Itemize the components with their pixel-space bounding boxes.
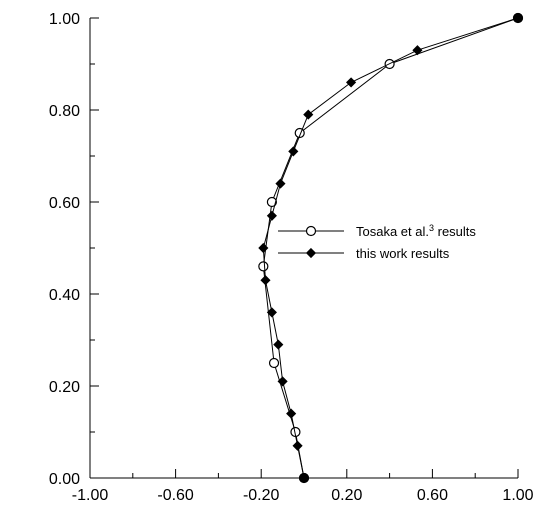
legend-label: this work results	[356, 246, 450, 261]
y-tick-label: 0.20	[49, 379, 80, 396]
y-tick-label: 0.00	[49, 471, 80, 488]
legend: Tosaka et al.3 results this work results	[278, 223, 476, 261]
data-point	[258, 242, 269, 254]
data-point	[258, 261, 269, 272]
endpoint-marker	[513, 13, 523, 23]
x-tick-label: -1.00	[72, 487, 109, 504]
legend-label: Tosaka et al.3 results	[356, 223, 476, 239]
legend-marker	[305, 247, 317, 259]
x-tick-label: -0.60	[157, 487, 194, 504]
data-point	[260, 275, 271, 286]
data-point	[277, 376, 288, 387]
data-point	[266, 307, 277, 318]
endpoint-marker	[299, 473, 309, 483]
data-point	[288, 146, 299, 157]
x-tick-label: 1.00	[502, 487, 533, 504]
data-point	[346, 77, 357, 88]
series-line	[262, 17, 519, 479]
data-point	[273, 339, 284, 350]
y-tick-label: 0.80	[49, 103, 80, 120]
x-tick-label: 0.60	[417, 487, 448, 504]
data-point	[286, 408, 297, 419]
y-tick-label: 0.60	[49, 195, 80, 212]
data-point	[266, 210, 277, 221]
series-layer	[258, 12, 524, 484]
data-point	[275, 178, 286, 189]
data-point	[268, 357, 280, 369]
data-point	[292, 440, 303, 451]
data-point	[266, 196, 277, 208]
x-tick-label: -0.20	[243, 487, 280, 504]
series-endpoints	[299, 13, 523, 483]
axes: 0.00 0.20 0.40 0.60 0.80 1.00 -1.00 -0.60 -0.20 0…	[49, 11, 534, 504]
legend-marker	[305, 225, 317, 237]
data-point	[412, 45, 423, 56]
y-tick-label: 1.00	[49, 11, 80, 28]
x-tick-label: 0.20	[331, 487, 362, 504]
y-tick-label: 0.40	[49, 287, 80, 304]
data-point	[303, 109, 314, 120]
